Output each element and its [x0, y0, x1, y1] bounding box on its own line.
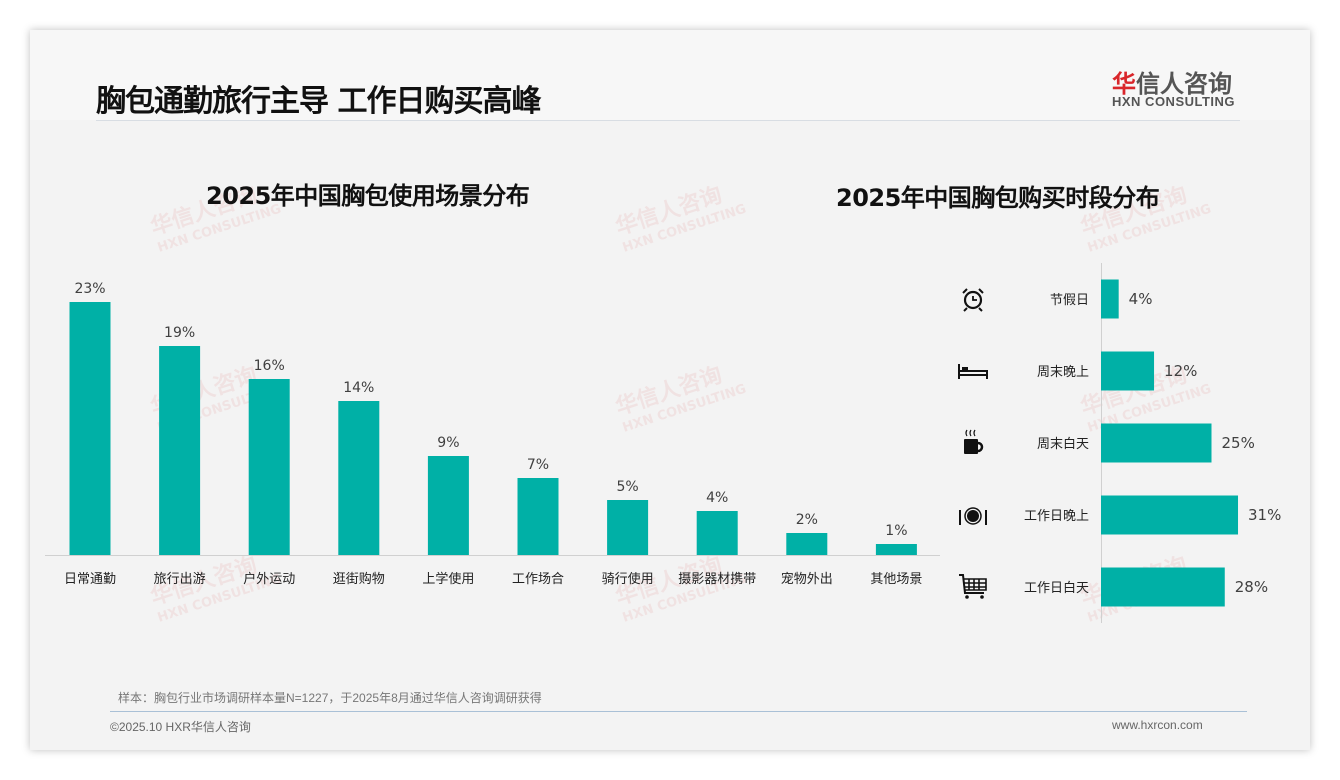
category-label: 宠物外出	[781, 571, 833, 587]
data-label: 4%	[706, 490, 728, 506]
bar-骑行使用	[607, 500, 649, 555]
data-label: 9%	[437, 435, 459, 451]
logo: 华信人咨询	[1112, 64, 1232, 99]
bar-工作日晚上	[1101, 495, 1239, 535]
bar-旅行出游	[159, 346, 201, 555]
cart-wheel	[965, 595, 969, 599]
bar-日常通勤	[69, 302, 111, 555]
alarm-clock-icon	[962, 288, 984, 312]
cart-frame	[959, 574, 984, 594]
data-label: 12%	[1164, 362, 1197, 380]
data-label: 7%	[527, 457, 549, 473]
category-label: 旅行出游	[154, 572, 206, 587]
data-label: 14%	[343, 380, 374, 396]
cart-wheel	[980, 595, 984, 599]
category-label: 工作日白天	[1024, 580, 1089, 596]
bar-工作场合	[517, 478, 559, 555]
data-label: 2%	[796, 512, 818, 528]
chart-title-purchase-time: 2025年中国胸包购买时段分布	[836, 184, 1160, 212]
bar-周末白天	[1101, 423, 1212, 463]
logo-name: 信人咨询	[1136, 70, 1232, 98]
copyright: ©2025.10 HXR华信人咨询	[110, 720, 251, 734]
slide: 胸包通勤旅行主导 工作日购买高峰 华信人咨询 HXN CONSULTING 华信…	[30, 30, 1310, 750]
steam	[965, 429, 976, 437]
data-label: 28%	[1235, 578, 1268, 596]
data-label: 19%	[164, 325, 195, 341]
logo-english: HXN CONSULTING	[1112, 94, 1236, 109]
bar-节假日	[1101, 279, 1119, 319]
category-label: 户外运动	[243, 571, 295, 587]
category-label: 其他场景	[870, 572, 922, 587]
page-title: 胸包通勤旅行主导 工作日购买高峰	[96, 84, 541, 119]
mug-handle	[977, 441, 984, 453]
logo-prefix: 华	[1112, 70, 1136, 98]
category-label: 周末晚上	[1037, 365, 1089, 380]
bar-上学使用	[427, 456, 469, 555]
bed-pillow	[962, 367, 968, 371]
bar-户外运动	[248, 379, 290, 555]
chart-title-usage: 2025年中国胸包使用场景分布	[206, 182, 530, 210]
category-label: 周末白天	[1037, 436, 1089, 452]
category-label: 工作场合	[512, 572, 564, 587]
data-label: 25%	[1222, 434, 1255, 452]
data-label: 23%	[74, 281, 105, 297]
shopping-cart-icon	[959, 574, 987, 599]
bar-工作日白天	[1101, 567, 1225, 607]
category-label: 摄影器材携带	[678, 571, 756, 587]
data-label: 31%	[1248, 506, 1281, 524]
category-label: 日常通勤	[64, 572, 116, 587]
bar-逛街购物	[338, 401, 380, 555]
bar-其他场景	[875, 544, 917, 555]
title-bar	[30, 30, 1310, 120]
data-label: 5%	[616, 479, 638, 495]
plate-cutlery-icon	[959, 507, 987, 525]
data-label: 16%	[254, 358, 285, 374]
plate	[967, 510, 979, 522]
category-label: 逛街购物	[333, 571, 385, 587]
bed-icon	[958, 364, 988, 379]
clock-hands	[972, 296, 977, 301]
mug-body	[964, 439, 978, 454]
footer-divider	[110, 711, 1247, 712]
sample-note: 样本：胸包行业市场调研样本量N=1227，于2025年8月通过华信人咨询调研获得	[118, 691, 542, 705]
bar-周末晚上	[1101, 351, 1155, 391]
category-label: 骑行使用	[602, 571, 654, 587]
title-divider	[96, 120, 1240, 121]
bed-frame	[958, 364, 988, 379]
clock-bells	[962, 288, 984, 312]
category-label: 上学使用	[422, 571, 474, 587]
bar-宠物外出	[786, 533, 828, 555]
cart-basket	[964, 578, 987, 591]
bar-摄影器材携带	[696, 511, 738, 555]
cutlery	[959, 510, 987, 525]
category-label: 节假日	[1050, 293, 1089, 308]
website-link[interactable]: www.hxrcon.com	[1112, 718, 1203, 732]
data-label: 4%	[1129, 290, 1153, 308]
coffee-mug-icon	[964, 429, 984, 454]
plate-rim	[964, 507, 982, 525]
clock-face	[963, 290, 983, 310]
data-label: 1%	[885, 523, 907, 539]
category-label: 工作日晚上	[1024, 509, 1089, 524]
